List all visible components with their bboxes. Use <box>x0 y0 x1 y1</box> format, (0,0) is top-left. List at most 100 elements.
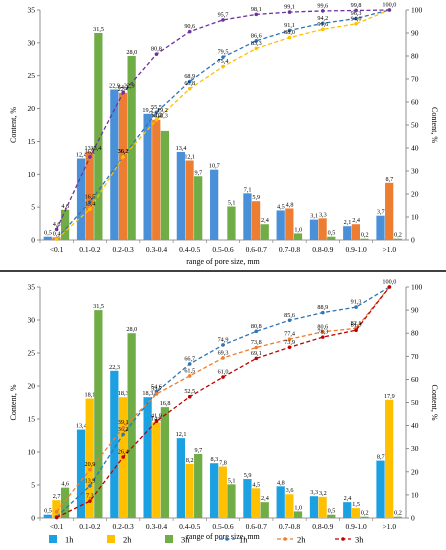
y-left-tick-label: 15 <box>28 137 36 146</box>
bar-2h <box>251 488 261 518</box>
bar-value-label: 22,3 <box>109 364 120 371</box>
cumulative-point-3a <box>54 227 59 232</box>
bar-value-label: 22,9 <box>109 83 120 90</box>
bar-1a <box>243 193 252 240</box>
bar-value-label: 9,7 <box>195 447 203 454</box>
bar-value-label: 31,5 <box>93 303 104 310</box>
line-value-label: 100,0 <box>382 2 396 9</box>
bar-value-label: 0,2 <box>361 232 369 239</box>
legend-label: 2h <box>297 535 306 545</box>
bar-1h <box>309 496 319 518</box>
cumulative-point-3a <box>154 52 159 56</box>
y-right-tick-label: 90 <box>411 306 419 315</box>
bar-1h <box>243 479 252 518</box>
line-value-label: 73,8 <box>251 339 262 346</box>
bar-2h <box>185 463 194 518</box>
bar-value-label: 3,3 <box>319 211 327 218</box>
y-right-tick-label: 40 <box>411 421 419 430</box>
bar-2h <box>285 494 294 518</box>
bar-value-label: 28,0 <box>126 49 137 56</box>
line-value-label: 65,8 <box>184 80 195 87</box>
cumulative-point-1a <box>221 55 225 59</box>
y-left-tick-label: 35 <box>28 283 36 292</box>
cumulative-point-1h <box>287 318 292 323</box>
x-tick-label: 0.8-0.9 <box>312 522 333 531</box>
y-left-tick-label: 25 <box>28 71 36 80</box>
bar-2a <box>85 151 94 240</box>
bar-value-label: 0,5 <box>328 230 336 237</box>
line-value-label: 90,6 <box>184 23 195 30</box>
bar-value-label: 1,0 <box>294 226 302 233</box>
line-value-label: 88,9 <box>317 304 328 311</box>
legend-point-2h <box>283 537 287 541</box>
line-value-label: 83,3 <box>251 40 262 47</box>
cumulative-point-2a <box>154 118 159 122</box>
y-axis-title-right: Content, % <box>430 385 439 421</box>
cumulative-point-2h <box>187 374 192 378</box>
cumulative-point-2h <box>121 425 125 430</box>
x-tick-label: 0.6-0.7 <box>246 522 267 531</box>
bar-3a <box>260 224 269 240</box>
x-tick-label: 0.1-0.2 <box>79 245 100 254</box>
y-left-tick-label: 20 <box>28 382 36 391</box>
y-left-tick-label: 0 <box>31 236 35 245</box>
bar-value-label: 13,4 <box>76 423 87 430</box>
line-value-label: 100,0 <box>382 279 396 286</box>
cumulative-point-3h <box>354 328 358 332</box>
line-value-label: 36,3 <box>118 148 129 155</box>
bar-3h <box>360 516 369 518</box>
bar-3a <box>94 33 103 240</box>
bar-value-label: 4,5 <box>277 203 285 210</box>
x-tick-label: 0.6-0.7 <box>246 245 267 254</box>
bar-2h <box>351 508 361 518</box>
line-value-label: 61,0 <box>218 369 229 376</box>
cumulative-point-1a <box>187 79 192 84</box>
bar-3h <box>327 514 336 518</box>
cumulative-point-3h <box>154 419 159 424</box>
cumulative-point-1h <box>88 484 92 488</box>
y-right-tick-label: 90 <box>411 29 419 38</box>
line-value-label: 55,5 <box>151 104 162 111</box>
line-value-label: 91,3 <box>351 299 362 306</box>
cumulative-point-3a <box>187 29 192 34</box>
x-tick-label: 0.2-0.3 <box>113 245 134 254</box>
line-value-label: 54,6 <box>151 383 162 390</box>
cumulative-point-2a <box>287 35 292 40</box>
bar-2a <box>351 224 361 240</box>
x-tick-label: 0.8-0.9 <box>312 245 333 254</box>
legend-label: 1h <box>65 535 74 545</box>
y-right-tick-label: 60 <box>411 375 419 384</box>
cumulative-point-2h <box>54 509 59 514</box>
line-value-label: 7,3 <box>86 493 94 500</box>
bar-2a <box>118 92 128 240</box>
cumulative-line-1a <box>56 9 390 240</box>
bar-value-label: 2,4 <box>261 217 269 224</box>
line-value-label: 81,3 <box>351 322 362 329</box>
bar-1a <box>110 89 119 240</box>
line-value-label: 95,7 <box>218 11 229 18</box>
y-left-tick-label: 30 <box>28 316 36 325</box>
line-value-label: 53,7 <box>151 385 162 392</box>
bar-2h <box>218 466 227 518</box>
cumulative-point-3h <box>121 455 125 459</box>
bar-value-label: 2,7 <box>53 493 61 500</box>
bar-value-label: 12,4 <box>76 152 87 159</box>
cumulative-point-2a <box>187 86 192 91</box>
line-value-label: 79,5 <box>218 49 229 56</box>
bar-value-label: 14,5 <box>151 415 162 422</box>
line-value-label: 64,1 <box>118 84 129 91</box>
y-left-tick-label: 20 <box>28 104 36 113</box>
cumulative-line-3a <box>56 9 390 230</box>
bar-1h <box>176 438 186 518</box>
legend-swatch-2h <box>107 535 115 543</box>
line-value-label: 99,8 <box>351 2 362 9</box>
bar-value-label: 4,5 <box>252 481 260 488</box>
line-value-label: 78,3 <box>317 329 328 336</box>
bar-1h <box>143 397 152 518</box>
line-value-label: 91,1 <box>284 22 295 29</box>
line-value-label: 13,4 <box>84 201 95 208</box>
bar-3h <box>260 502 269 518</box>
line-value-label: 77,4 <box>284 331 295 338</box>
line-value-label: 80,6 <box>317 323 328 330</box>
cumulative-point-3a <box>88 155 92 159</box>
